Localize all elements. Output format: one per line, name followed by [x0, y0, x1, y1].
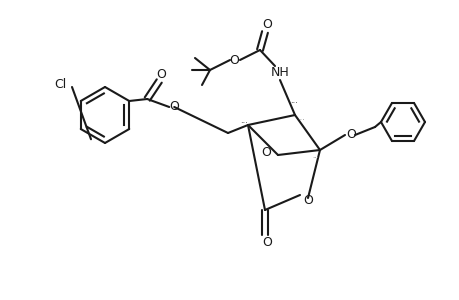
Text: O: O	[229, 53, 238, 67]
Text: O: O	[345, 128, 355, 142]
Text: O: O	[302, 194, 312, 206]
Text: ...: ...	[297, 113, 304, 122]
Text: Cl: Cl	[54, 79, 66, 92]
Text: ...: ...	[240, 116, 247, 125]
Text: O: O	[262, 236, 271, 250]
Text: ...: ...	[311, 153, 318, 159]
Text: NH: NH	[270, 65, 289, 79]
Text: O: O	[262, 19, 271, 32]
Text: ...: ...	[289, 96, 297, 105]
Text: O: O	[169, 100, 179, 113]
Text: O: O	[156, 68, 166, 82]
Text: O: O	[261, 146, 270, 158]
